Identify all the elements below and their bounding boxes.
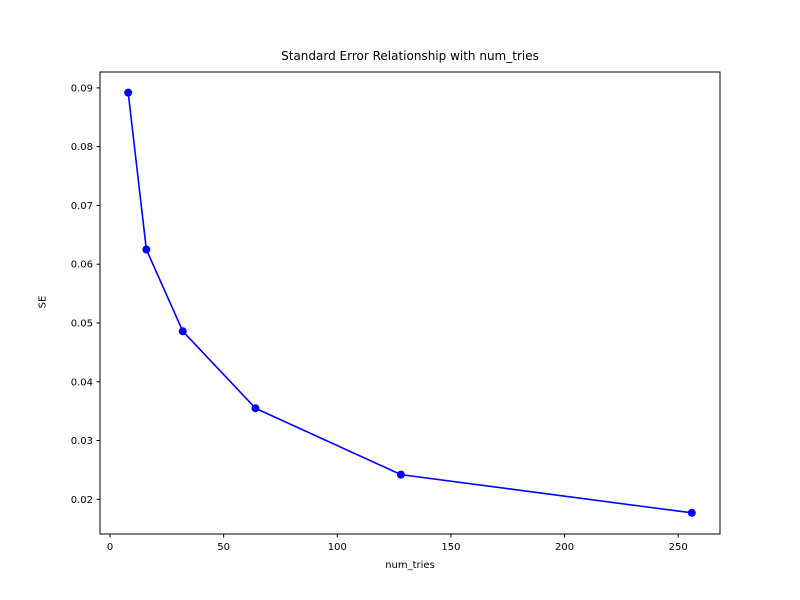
y-tick-label: 0.03 [71, 436, 93, 447]
y-tick-label: 0.06 [71, 260, 93, 271]
data-point [251, 404, 260, 413]
series-line [127, 91, 693, 514]
data-point [124, 88, 133, 97]
chart-title: Standard Error Relationship with num_tri… [281, 49, 539, 63]
x-tick-label: 100 [328, 542, 347, 553]
x-tick-label: 50 [217, 542, 230, 553]
y-tick-label: 0.04 [71, 377, 93, 388]
y-tick-label: 0.09 [71, 83, 93, 94]
data-point [396, 470, 405, 479]
x-tick-label: 200 [555, 542, 574, 553]
plot-frame [99, 71, 721, 535]
y-tick-label: 0.02 [71, 495, 93, 506]
data-point [142, 245, 151, 254]
y-tick-label: 0.07 [71, 201, 93, 212]
y-tick-label: 0.08 [71, 142, 93, 153]
data-point [687, 508, 696, 517]
x-tick-label: 250 [669, 542, 688, 553]
x-axis-label: num_tries [385, 560, 435, 571]
y-tick-label: 0.05 [71, 318, 93, 329]
data-point [178, 327, 187, 336]
x-tick-label: 150 [441, 542, 460, 553]
x-tick-label: 0 [107, 542, 113, 553]
